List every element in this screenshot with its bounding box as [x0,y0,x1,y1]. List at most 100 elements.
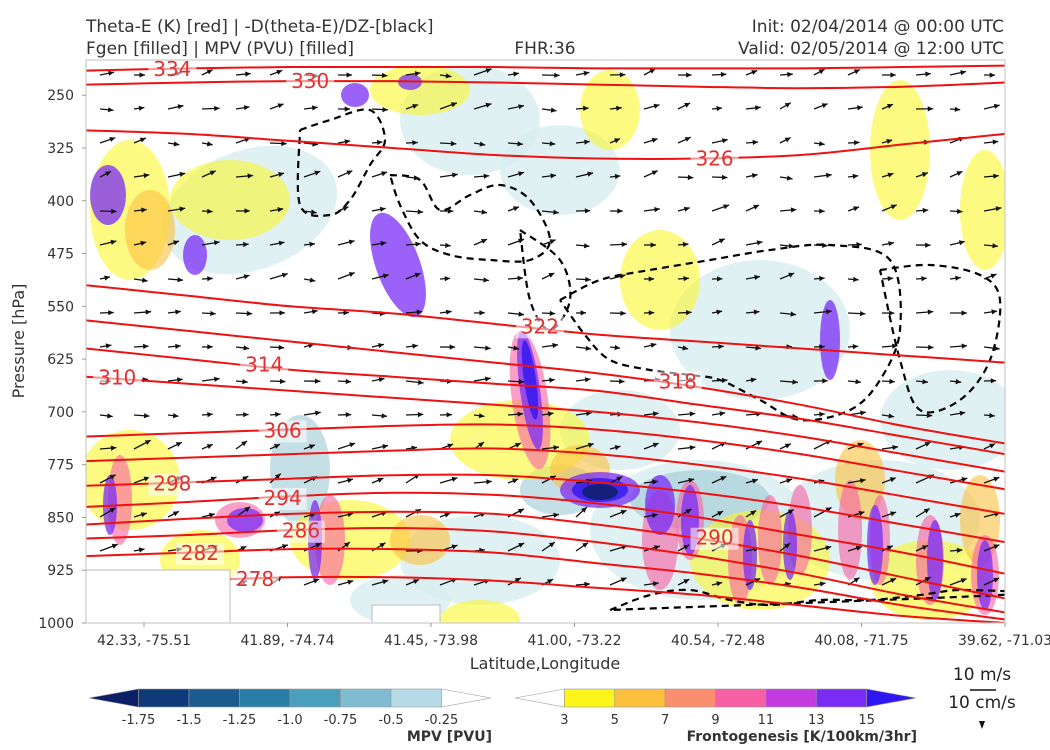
wind-vector-head [754,274,760,280]
field-blob [125,190,175,270]
wind-vector-head [518,311,525,317]
wind-vector-head [382,273,389,279]
wind-vector-head [852,173,859,179]
theta-e-label-bg [690,148,739,171]
wind-vector-head [890,204,897,210]
field-blob [315,495,345,585]
colorbar-tick-label: 11 [758,713,775,728]
wind-vector-head [111,208,117,214]
wind-vector-head [382,444,389,450]
wind-vector-head [682,345,689,351]
theta-e-label: 310 [98,365,136,389]
wind-vector-head [853,276,859,282]
colorbar-cell [564,688,616,708]
wind-vector-head [991,309,998,315]
wind-vector-head [890,511,897,517]
wind-vector-head [417,379,424,385]
plot-frame [85,59,1006,624]
wind-vector-head [413,175,420,181]
wind-vector-head [784,443,791,449]
wind-vector-head [928,344,934,350]
wind-vector-head [720,476,727,481]
wind-vector-head [721,174,728,180]
wind-vector-head [485,345,491,351]
wind-vector-head [206,444,213,449]
theta-e-label-bg [258,420,307,443]
wind-vector-head [241,441,248,447]
wind-vector-head [922,379,928,385]
wind-vector-head [207,208,213,214]
y-axis-ticks: 250 325 400 475 550 625 700 775 850 925 1000 [38,88,86,632]
wind-vector-head [716,581,723,587]
wind-vector-head [921,172,928,178]
wind-vector-head [547,579,554,584]
wind-vector-head [721,138,728,144]
wind-vector-head [513,345,520,351]
wind-vector-head [921,545,928,551]
wind-vector-head [617,208,623,214]
wind-vector-head [825,507,832,513]
wind-vector-head [826,309,832,315]
wind-vector-head [175,442,182,447]
field-blob [670,260,850,400]
wind-vector-head [956,171,963,176]
mpv-colorbar-label: MPV [PVU] [407,729,492,745]
wind-vector-head [412,343,418,349]
theta-e-label: 334 [153,57,191,81]
wind-vector-head [583,243,590,249]
wind-vector-head [143,343,149,349]
wind-vector-head [957,208,963,214]
wind-vector-head [281,272,288,278]
wind-vector-head [207,276,213,282]
y-tick-label: 400 [47,194,74,210]
wind-vector-head [451,544,458,550]
wind-vector-head [344,106,351,112]
dthetae-dz-contour [559,243,902,422]
theta-e-contour [86,375,1005,473]
wind-vector-head [109,474,116,480]
wind-vector-head [313,578,319,584]
wind-vector-head [381,171,388,177]
wind-vector-head [447,443,454,449]
wind-vector-head [207,344,213,350]
wind-vector-head [517,508,524,514]
wind-vector-head [892,445,898,451]
wind-vector-head [486,479,492,485]
wind-vector-head [925,71,931,77]
wind-vector-head [614,138,621,144]
colorbar-tick-label: 5 [611,713,619,728]
wind-vector-head [412,104,419,109]
wind-vector-head [309,241,315,247]
wind-vector-head [552,342,558,349]
wind-vector-head [347,477,353,483]
wind-vector-head [242,379,248,385]
wind-vector-head [347,512,354,518]
wind-vector-head [483,277,489,283]
wind-vector-head [852,344,859,350]
wind-vector-head [517,141,523,147]
y-tick-label: 1000 [38,616,74,632]
wind-vector-head [382,107,388,113]
wind-vector-head [889,378,895,385]
theta-e-contour [86,129,1005,160]
colorbar-tick-label: -1.25 [223,713,257,728]
wind-vector-head [207,412,213,418]
field-blob [582,484,618,500]
wind-vector-head [445,73,452,79]
dthetae-dz-contour [878,263,1002,414]
colorbar-cell [188,688,240,708]
wind-vector-head [990,378,997,384]
wind-vector-head [518,379,525,385]
theta-e-label: 294 [264,486,302,510]
wind-vector-head [886,545,893,551]
colorbar-cell [815,688,867,708]
theta-e-contour [86,319,1005,445]
wind-vector-head [583,70,590,76]
wind-vector-head [887,104,893,109]
colorbar-tick-label: -0.25 [425,713,459,728]
wind-vector-head [380,240,387,247]
wind-vector-head [277,207,284,213]
wind-vector-head [716,309,723,315]
theta-e-contour [86,526,1005,614]
field-blob [960,150,1005,270]
